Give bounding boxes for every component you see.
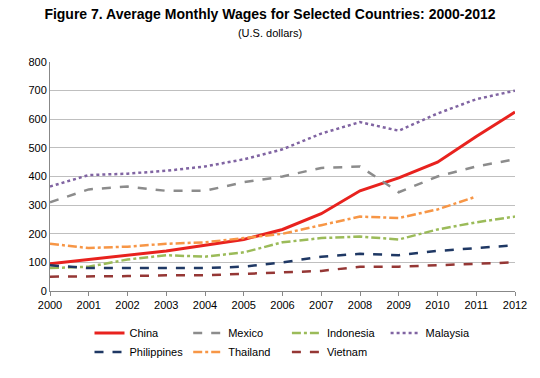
svg-text:Vietnam: Vietnam bbox=[327, 346, 367, 358]
svg-text:2006: 2006 bbox=[270, 299, 294, 311]
svg-text:800: 800 bbox=[28, 56, 46, 68]
svg-text:2008: 2008 bbox=[348, 299, 372, 311]
svg-text:China: China bbox=[130, 327, 160, 339]
svg-text:700: 700 bbox=[28, 84, 46, 96]
svg-text:2005: 2005 bbox=[232, 299, 256, 311]
svg-text:Philippines: Philippines bbox=[130, 346, 184, 358]
svg-text:2000: 2000 bbox=[38, 299, 62, 311]
svg-text:200: 200 bbox=[28, 228, 46, 240]
svg-text:2001: 2001 bbox=[77, 299, 101, 311]
svg-text:2009: 2009 bbox=[387, 299, 411, 311]
svg-text:Thailand: Thailand bbox=[228, 346, 270, 358]
svg-text:2011: 2011 bbox=[464, 299, 488, 311]
svg-text:300: 300 bbox=[28, 199, 46, 211]
svg-text:600: 600 bbox=[28, 113, 46, 125]
svg-text:Malaysia: Malaysia bbox=[426, 327, 470, 339]
svg-text:Indonesia: Indonesia bbox=[327, 327, 376, 339]
svg-text:400: 400 bbox=[28, 170, 46, 182]
svg-text:2010: 2010 bbox=[425, 299, 449, 311]
svg-text:2002: 2002 bbox=[115, 299, 139, 311]
svg-text:2012: 2012 bbox=[503, 299, 527, 311]
svg-text:2007: 2007 bbox=[309, 299, 333, 311]
svg-text:500: 500 bbox=[28, 142, 46, 154]
svg-text:2004: 2004 bbox=[193, 299, 217, 311]
svg-text:0: 0 bbox=[41, 285, 47, 297]
svg-text:Figure 7. Average Monthly Wage: Figure 7. Average Monthly Wages for Sele… bbox=[44, 6, 495, 39]
svg-text:2003: 2003 bbox=[154, 299, 178, 311]
svg-text:100: 100 bbox=[28, 256, 46, 268]
svg-text:Mexico: Mexico bbox=[228, 327, 263, 339]
